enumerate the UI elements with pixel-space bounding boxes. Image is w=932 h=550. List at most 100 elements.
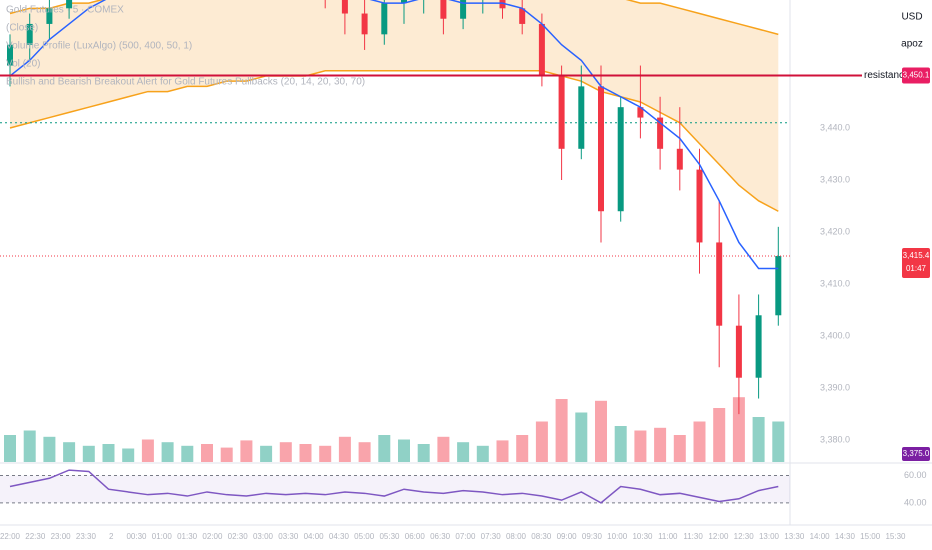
x-tick-label: 06:00 (405, 532, 426, 541)
volume-bar (398, 439, 410, 462)
volume-bar (201, 444, 213, 462)
candle-body (696, 169, 703, 243)
x-tick-label: 12:00 (708, 532, 729, 541)
candle-body (598, 86, 604, 212)
volume-bar (378, 435, 391, 462)
volume-bar (673, 435, 686, 462)
volume-bar (535, 421, 548, 462)
y-tick-label: 3,440.0 (820, 122, 850, 132)
x-tick-label: 14:30 (835, 532, 856, 541)
candle-body (637, 107, 644, 118)
candle-body (716, 242, 723, 326)
y-tick-label: 3,400.0 (820, 330, 850, 340)
rsi-zone (0, 475, 790, 503)
volume-bar (654, 427, 667, 462)
candle-body (401, 0, 407, 4)
candle-body (440, 0, 447, 19)
rsi-line (9, 469, 779, 504)
x-tick-label: 12:30 (734, 532, 755, 541)
candle-body (775, 255, 782, 316)
account: apoz (901, 39, 923, 50)
volume-bar (713, 408, 726, 462)
volume-bar (732, 397, 745, 462)
volume-bar (614, 426, 627, 462)
x-tick-label: 05:00 (354, 532, 375, 541)
volume-bar (181, 445, 194, 462)
x-tick-label: 04:00 (304, 532, 325, 541)
x-tick-label: 15:30 (885, 532, 906, 541)
x-tick-label: 15:00 (860, 532, 881, 541)
countdown: 01:47 (906, 264, 927, 273)
x-tick-label: 09:30 (582, 532, 603, 541)
candle-body (46, 8, 53, 24)
price-tag (902, 447, 930, 461)
upper-band (9, 0, 779, 36)
x-tick-label: 13:30 (784, 532, 805, 541)
volume-bar (220, 447, 233, 462)
x-tick-label: 01:30 (177, 532, 198, 541)
x-tick-label: 07:30 (481, 532, 502, 541)
volume-bar (161, 442, 174, 462)
volume-bar (299, 444, 312, 462)
candle-body (735, 325, 742, 378)
volume-bar (772, 421, 785, 462)
volume-bar (575, 412, 588, 462)
price-tag (902, 67, 930, 84)
x-tick-label: 10:00 (607, 532, 628, 541)
x-tick-label: 01:00 (152, 532, 173, 541)
main-pane (0, 0, 790, 462)
x-tick-label: 13:00 (759, 532, 780, 541)
volume-bar (516, 435, 529, 462)
x-tick-label: 06:30 (430, 532, 451, 541)
candle-body (499, 0, 506, 9)
volume-bar (358, 442, 371, 462)
volume-bar (555, 399, 568, 462)
x-tick-label: 07:00 (455, 532, 476, 541)
y-tick-label: 3,430.0 (820, 174, 850, 184)
legend-line: Vol (20) (6, 59, 40, 70)
x-tick-label: 22:00 (0, 532, 21, 541)
x-tick-label: 11:30 (683, 532, 703, 541)
volume-bar (43, 436, 56, 462)
currency: USD (901, 12, 922, 23)
band-fill (10, 0, 779, 212)
candle-body (519, 8, 526, 24)
rsi-tick-label: 40.00 (904, 497, 927, 507)
volume-bar (23, 430, 36, 462)
x-tick-label: 03:00 (253, 532, 274, 541)
legend-line: Gold Futures · 5 · COMEX (6, 5, 124, 16)
x-tick-label: 09:00 (557, 532, 578, 541)
candle-body (66, 0, 73, 9)
volume-bar (122, 448, 135, 462)
x-tick-label: 05:30 (379, 532, 400, 541)
y-tick-label: 3,420.0 (820, 226, 850, 236)
rsi-tick-label: 60.00 (904, 470, 927, 480)
legend-line: Bullish and Bearish Breakout Alert for G… (6, 77, 365, 88)
volume-bar (417, 444, 430, 462)
resistance-label: 3,450.1 (903, 71, 930, 80)
candle-body (538, 23, 545, 76)
volume-bar (82, 445, 95, 462)
volume-bar (63, 442, 76, 462)
last-price-label: 3,415.4 (903, 251, 930, 260)
x-tick-label: 23:30 (76, 532, 97, 541)
candle-body (460, 0, 467, 19)
y-tick-label: 3,410.0 (820, 278, 850, 288)
x-tick-label: 04:30 (329, 532, 350, 541)
x-tick-label: 03:30 (278, 532, 299, 541)
volume-bar (752, 417, 765, 462)
candle-body (617, 107, 624, 212)
volume-bar (102, 444, 115, 462)
volume-bar (4, 435, 16, 462)
x-tick-label: 02:30 (228, 532, 249, 541)
candle-body (676, 148, 683, 170)
volume-bar (338, 436, 351, 462)
candle-body (578, 86, 585, 149)
x-tick-label: 22:30 (25, 532, 46, 541)
x-tick-label: 00:30 (126, 532, 147, 541)
candle-body (341, 0, 348, 14)
volume-bar (279, 442, 292, 462)
candle-body (558, 75, 565, 149)
volume-bar (240, 440, 253, 462)
legend-line: (Close) (6, 23, 38, 34)
